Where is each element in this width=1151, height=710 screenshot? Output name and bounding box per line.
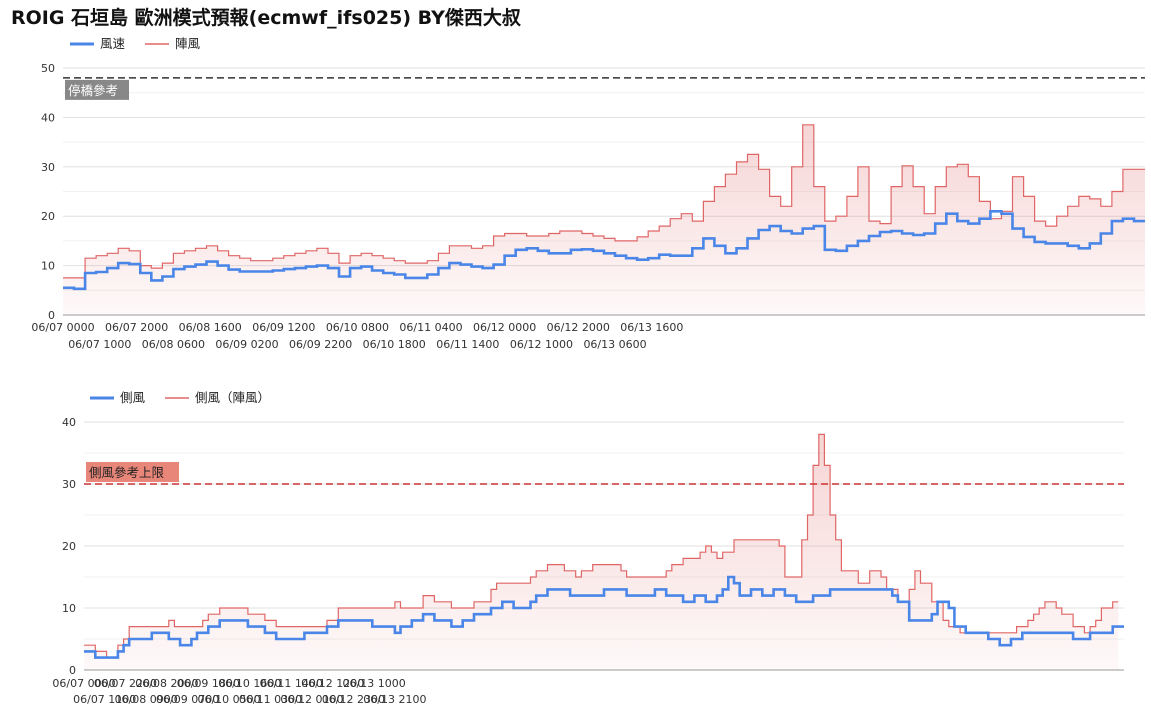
x-tick-label: 06/09 1200 <box>252 321 315 334</box>
y-tick-label: 20 <box>41 210 55 223</box>
x-tick-label: 06/07 1000 <box>68 338 131 351</box>
y-tick-label: 0 <box>48 309 55 322</box>
wind-series-line <box>63 210 1145 291</box>
x-tick-label: 06/10 1600 <box>218 677 281 690</box>
crosswind-chart: 0 10 20 30 40 側風參考上限 06/07 0000 06/07 1100 06/07… <box>52 390 1124 706</box>
y-tick-label: 40 <box>41 111 55 124</box>
x-tick-label: 06/07 0000 <box>31 321 94 334</box>
wind-speed-chart: 0 10 20 30 40 50 停橋參考 06/07 0000 06/07 1000 06/07… <box>31 36 1145 351</box>
x-tick-label: 06/12 0000 <box>473 321 536 334</box>
x-tick-label: 06/07 1100 <box>73 693 136 706</box>
x-tick-label: 06/12 2300 <box>322 693 385 706</box>
y-tick-label: 10 <box>41 260 55 273</box>
x-tick-label: 06/13 0600 <box>583 338 646 351</box>
reference-label: 停橋參考 <box>68 83 118 98</box>
x-tick-label: 06/11 0300 <box>239 693 302 706</box>
gust-area <box>84 434 1119 670</box>
page-title: ROIG 石垣島 歐洲模式預報(ecmwf_ifs025) BY傑西大叔 <box>11 7 521 29</box>
x-tick-label: 06/13 1600 <box>620 321 683 334</box>
gust-series-line <box>63 124 1145 279</box>
reference-label-bg <box>86 462 179 482</box>
y-tick-label: 30 <box>62 478 76 491</box>
x-tick-label: 06/09 0200 <box>215 338 278 351</box>
x-tick-label: 06/11 1400 <box>436 338 499 351</box>
legend-label[interactable]: 陣風 <box>175 36 201 51</box>
legend-label[interactable]: 側風（陣風） <box>195 390 270 405</box>
y-tick-label: 10 <box>62 602 76 615</box>
y-tick-label: 30 <box>41 161 55 174</box>
x-tick-label: 06/08 0600 <box>142 338 205 351</box>
x-tick-label: 06/12 1200 <box>301 677 364 690</box>
y-tick-label: 20 <box>62 540 76 553</box>
x-tick-label: 06/10 1800 <box>363 338 426 351</box>
x-tick-label: 06/09 0700 <box>156 693 219 706</box>
reference-label: 側風參考上限 <box>89 465 165 480</box>
x-tick-label: 06/07 0000 <box>52 677 115 690</box>
reference-label-bg <box>65 79 129 100</box>
x-tick-label: 06/07 2200 <box>94 677 157 690</box>
wind-series-line <box>84 575 1124 659</box>
x-tick-label: 06/13 1000 <box>343 677 406 690</box>
legend-label[interactable]: 風速 <box>100 36 126 51</box>
x-tick-label: 06/11 0400 <box>399 321 462 334</box>
y-tick-label: 50 <box>41 62 55 75</box>
x-tick-label: 06/08 0900 <box>115 693 178 706</box>
x-tick-label: 06/12 2000 <box>547 321 610 334</box>
x-tick-label: 06/07 2000 <box>105 321 168 334</box>
x-tick-label: 06/08 2000 <box>135 677 198 690</box>
x-tick-label: 06/08 1600 <box>179 321 242 334</box>
x-tick-label: 06/10 0500 <box>197 693 260 706</box>
x-tick-label: 06/12 1000 <box>510 338 573 351</box>
x-tick-label: 06/09 1800 <box>177 677 240 690</box>
x-tick-label: 06/12 0100 <box>280 693 343 706</box>
legend-label[interactable]: 側風 <box>120 390 146 405</box>
x-tick-label: 06/13 2100 <box>363 693 426 706</box>
x-tick-label: 06/10 0800 <box>326 321 389 334</box>
y-tick-label: 0 <box>69 664 76 677</box>
y-tick-label: 40 <box>62 416 76 429</box>
x-tick-label: 06/11 1400 <box>260 677 323 690</box>
x-tick-label: 06/09 2200 <box>289 338 352 351</box>
